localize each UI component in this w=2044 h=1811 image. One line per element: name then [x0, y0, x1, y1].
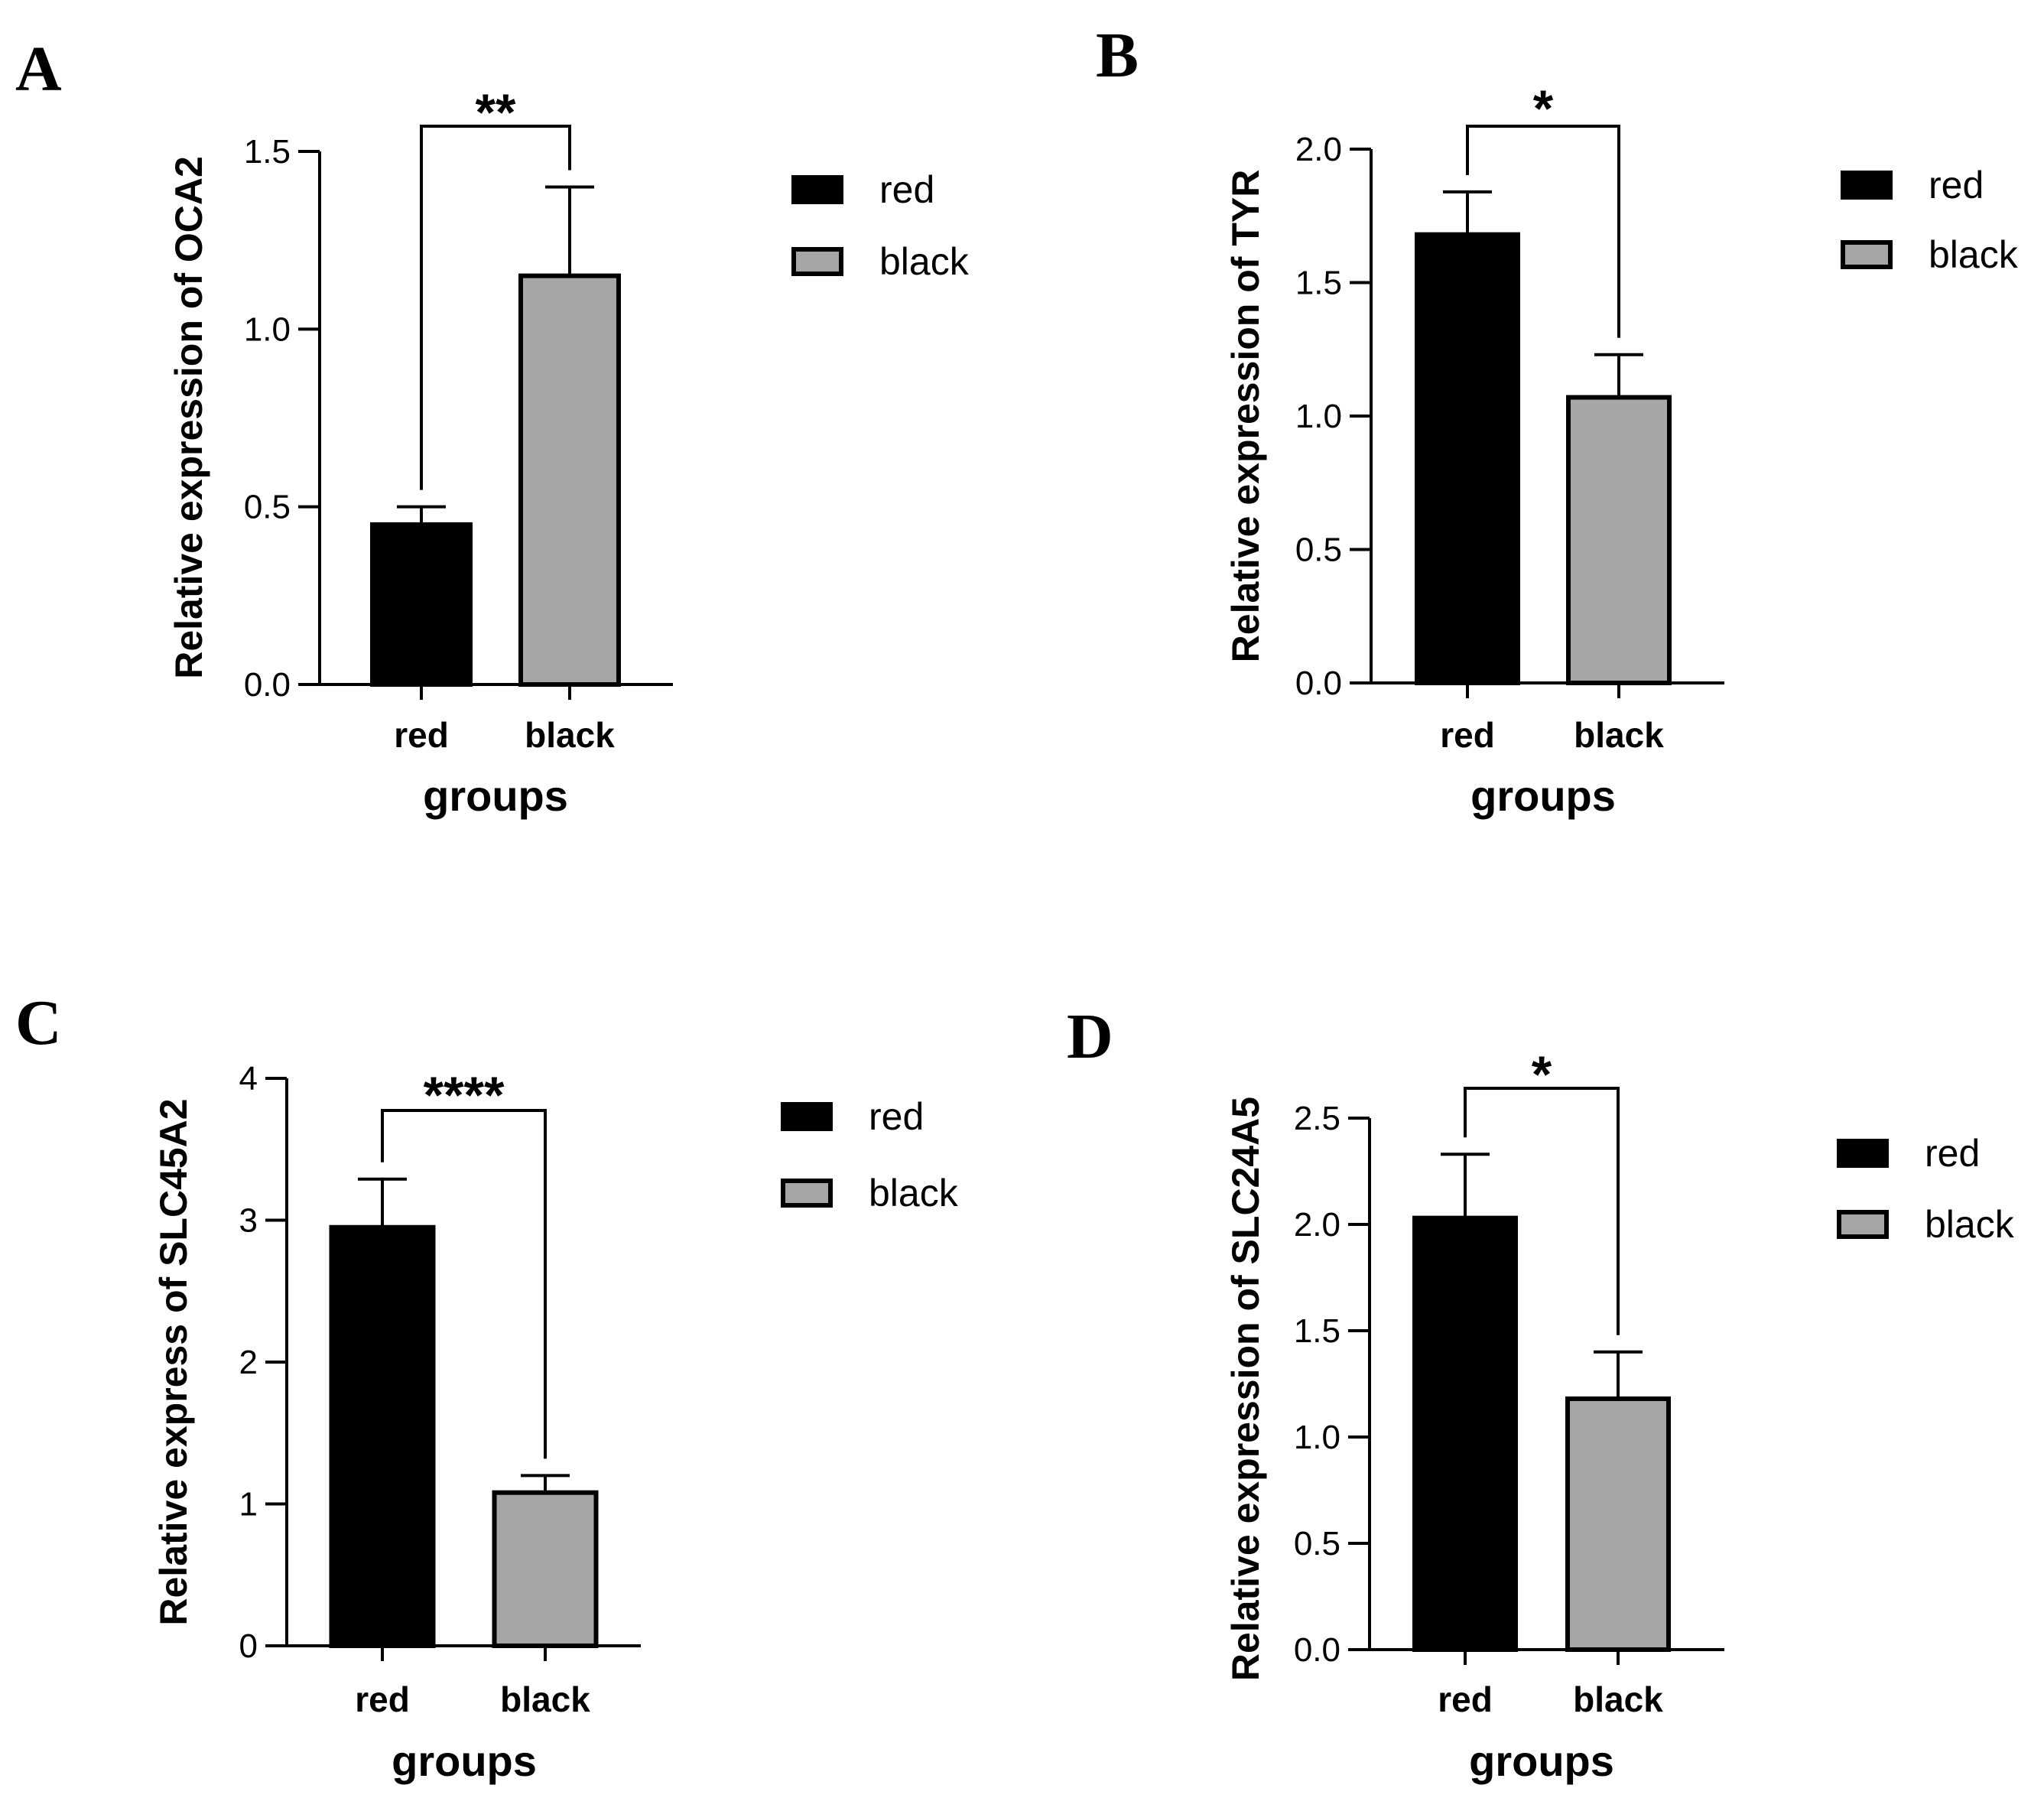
panel-b: B 0.0 0.5 1.0 1.5 2.0 red black * groups Relative …: [1096, 20, 2019, 820]
bar-red: [329, 1224, 436, 1648]
legend-swatch-red: [1837, 1139, 1889, 1168]
y-tick-label: 2.0: [1295, 131, 1342, 168]
y-axis-title: Relative expression of OCA2: [167, 156, 210, 679]
bar-black: [1566, 395, 1672, 685]
y-tick-label: 2: [239, 1344, 258, 1381]
significance-bracket: [1464, 1087, 1620, 1335]
panel-letter: D: [1067, 1001, 1113, 1072]
y-tick-label: 4: [239, 1060, 258, 1097]
y-axis-title: Relative express of SLC45A2: [152, 1098, 195, 1625]
legend-swatch-black: [1837, 1210, 1889, 1239]
panel-a: A 0.0 0.5 1.0 1.5 red black ** groups Relative ex…: [15, 34, 970, 820]
y-tick-label: 3: [239, 1202, 258, 1240]
legend-swatch-black: [781, 1179, 833, 1208]
legend-swatch-black: [791, 247, 843, 276]
x-axis-title: groups: [423, 772, 568, 820]
panel-letter: B: [1096, 20, 1139, 91]
y-tick-label: 0.5: [244, 489, 291, 526]
significance-bracket: [420, 125, 571, 490]
bar-black: [518, 273, 621, 687]
x-tick-label: black: [500, 1679, 590, 1719]
legend-swatch-red: [1841, 171, 1893, 200]
y-tick-label: 1.5: [244, 133, 291, 171]
y-axis-title: Relative expression of TYR: [1224, 170, 1267, 663]
x-tick-label: black: [1573, 1679, 1663, 1719]
legend-label: red: [1929, 164, 1984, 206]
y-tick-label: 0.0: [244, 666, 291, 704]
x-tick-label: black: [525, 715, 615, 755]
legend-label: black: [869, 1172, 959, 1214]
legend-label: black: [1925, 1203, 2015, 1246]
x-tick-label: red: [1440, 715, 1495, 755]
legend-swatch-red: [791, 175, 843, 204]
y-tick-label: 2.0: [1294, 1206, 1340, 1244]
x-tick-label: red: [355, 1679, 410, 1719]
significance-bracket: [1466, 125, 1620, 338]
x-axis-title: groups: [1469, 1737, 1614, 1785]
bar-black: [492, 1490, 599, 1649]
x-axis-title: groups: [392, 1737, 537, 1785]
y-tick-label: 1.0: [1295, 398, 1342, 435]
y-tick-label: 0.5: [1294, 1525, 1340, 1562]
legend-swatch-black: [1841, 240, 1893, 269]
panel-c: C 0 1 2 3 4 red black **** groups Relative express…: [15, 987, 959, 1785]
panel-letter: C: [15, 987, 62, 1058]
significance-label: **: [476, 83, 516, 141]
panel-d: D 0.0 0.5 1.0 1.5 2.0 2.5 red black * groups Relati…: [1067, 1001, 2015, 1785]
y-tick-label: 2.5: [1294, 1100, 1340, 1137]
legend-label: red: [869, 1095, 924, 1138]
x-tick-label: red: [394, 715, 449, 755]
y-tick-label: 1.5: [1295, 265, 1342, 302]
panel-letter: A: [15, 34, 62, 105]
legend-label: black: [1929, 233, 2019, 276]
bar-red: [1412, 1215, 1518, 1653]
y-axis-title: Relative expression of SLC24A5: [1224, 1097, 1267, 1681]
bar-red: [1415, 232, 1520, 685]
legend-label: red: [1925, 1132, 1980, 1175]
legend-label: black: [879, 240, 970, 283]
y-tick-label: 0.0: [1295, 665, 1342, 702]
y-tick-label: 1.0: [244, 311, 291, 348]
y-tick-label: 1.5: [1294, 1312, 1340, 1350]
significance-label: ****: [424, 1066, 505, 1124]
bar-red: [370, 522, 473, 688]
legend-label: red: [879, 168, 934, 211]
x-tick-label: black: [1574, 715, 1664, 755]
x-axis-title: groups: [1470, 772, 1616, 820]
y-tick-label: 0.0: [1294, 1631, 1340, 1669]
bar-black: [1565, 1396, 1671, 1652]
significance-label: *: [1532, 1045, 1552, 1104]
significance-label: *: [1533, 80, 1554, 138]
y-tick-label: 1: [239, 1486, 258, 1523]
x-tick-label: red: [1438, 1679, 1493, 1719]
legend-swatch-red: [781, 1102, 833, 1131]
y-tick-label: 0.5: [1295, 532, 1342, 569]
y-tick-label: 0: [239, 1627, 258, 1665]
significance-bracket: [381, 1109, 547, 1459]
y-tick-label: 1.0: [1294, 1419, 1340, 1456]
